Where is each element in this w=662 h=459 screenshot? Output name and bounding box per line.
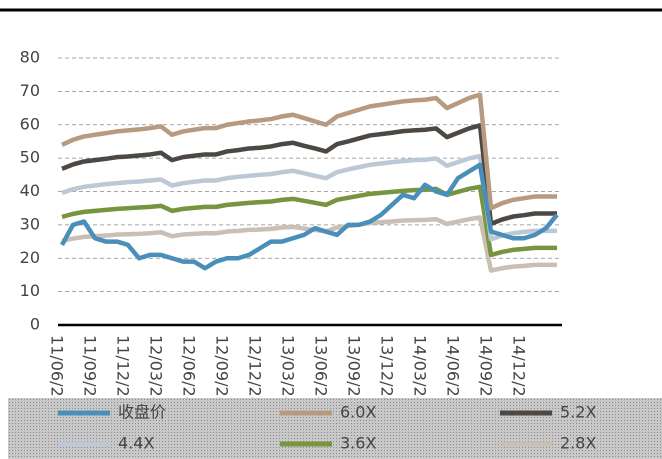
x-tick-label: 11/09/28 [81, 335, 100, 407]
x-tick-label: 11/06/28 [48, 335, 67, 407]
series-line [61, 92, 557, 211]
legend-label: 3.6X [340, 434, 376, 453]
x-tick-label: 12/12/28 [246, 335, 265, 407]
legend-box [8, 398, 662, 459]
legend-label: 6.0X [340, 403, 376, 422]
y-tick-label: 40 [20, 181, 40, 200]
x-tick-label: 13/12/28 [378, 335, 397, 407]
y-tick-label: 10 [20, 281, 40, 300]
y-tick-label: 70 [20, 81, 40, 100]
x-tick-label: 14/09/28 [477, 335, 496, 407]
series-line [61, 123, 557, 227]
legend-label: 收盘价 [118, 403, 166, 422]
x-tick-label: 13/03/28 [279, 335, 298, 407]
y-tick-label: 30 [20, 214, 40, 233]
x-tick-label: 12/09/28 [213, 335, 232, 407]
legend-label: 5.2X [560, 403, 596, 422]
legend-label: 2.8X [560, 434, 596, 453]
legend-label: 4.4X [118, 434, 154, 453]
y-tick-label: 80 [20, 48, 40, 67]
y-tick-label: 0 [30, 315, 40, 334]
series-line [61, 153, 557, 242]
y-tick-label: 60 [20, 114, 40, 133]
x-tick-label: 12/06/28 [180, 335, 199, 407]
x-tick-label: 13/06/28 [312, 335, 331, 407]
x-tick-label: 12/03/28 [147, 335, 166, 407]
x-tick-label: 14/03/28 [411, 335, 430, 407]
x-tick-label: 14/06/28 [444, 335, 463, 407]
y-tick-label: 20 [20, 248, 40, 267]
series-line [61, 215, 557, 273]
x-tick-label: 11/12/28 [114, 335, 133, 407]
y-tick-label: 50 [20, 148, 40, 167]
series-line [60, 162, 559, 271]
x-tick-label: 13/09/28 [345, 335, 364, 407]
series-line [61, 184, 557, 258]
x-tick-label: 14/12/28 [510, 335, 529, 407]
